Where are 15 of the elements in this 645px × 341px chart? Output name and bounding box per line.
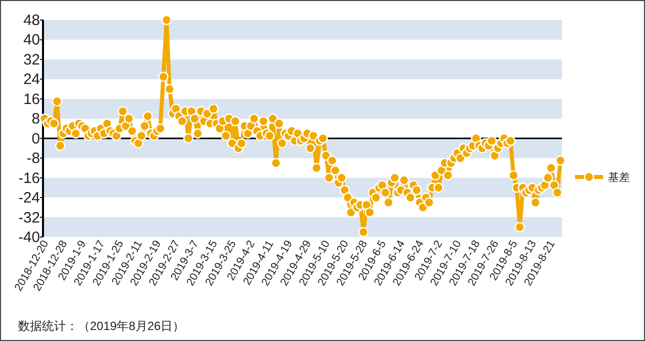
- y-tick-label: -40: [18, 229, 40, 246]
- y-tick-label: -8: [26, 150, 40, 168]
- y-tick-label: 48: [23, 12, 40, 29]
- y-tick-label: -16: [18, 170, 40, 187]
- y-tick-label: 8: [32, 110, 40, 128]
- y-tick-label: -32: [18, 209, 40, 226]
- legend-label: 基差: [608, 171, 630, 184]
- y-tick-label: 0: [32, 130, 40, 148]
- y-tick-label: 24: [23, 71, 40, 88]
- y-tick-label: 16: [23, 90, 40, 108]
- y-tick-label: -24: [18, 190, 40, 207]
- text: 数据统计：（2019年8月26日）: [18, 319, 185, 333]
- y-tick-label: 40: [23, 32, 40, 49]
- y-tick-label: 32: [23, 51, 40, 68]
- legend: 基差: [575, 172, 630, 184]
